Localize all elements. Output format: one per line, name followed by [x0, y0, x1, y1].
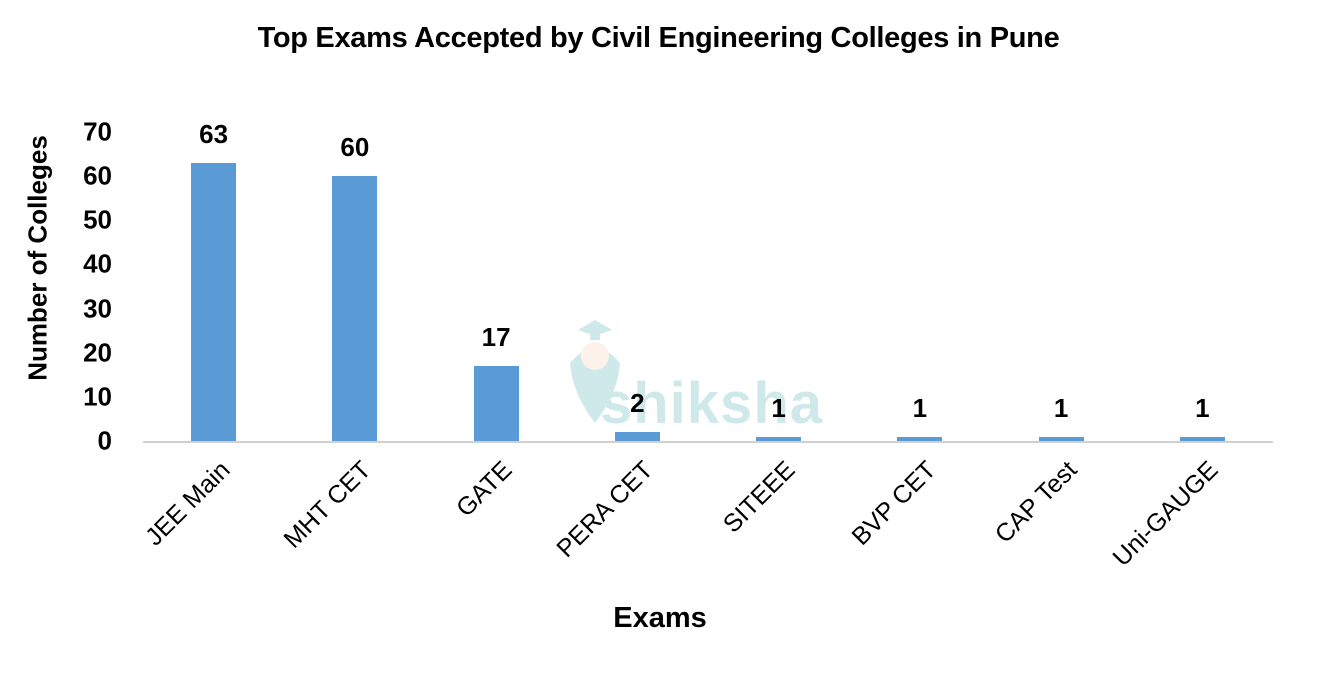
data-label: 60: [340, 132, 370, 163]
x-tick-label: GATE: [451, 455, 518, 523]
data-label: 17: [481, 321, 511, 352]
x-tick-label: Uni-GAUGE: [1107, 455, 1224, 572]
y-axis-label: Number of Colleges: [22, 135, 53, 381]
y-tick-label: 20: [83, 337, 112, 368]
y-tick-label: 40: [83, 248, 112, 279]
bar: [1179, 436, 1225, 441]
bar: [332, 176, 378, 441]
data-label: 2: [630, 388, 645, 419]
y-tick-label: 60: [83, 160, 112, 191]
bar: [614, 432, 660, 441]
x-tick-label: MHT CET: [278, 455, 377, 554]
bar: [473, 365, 519, 441]
chart-title: Top Exams Accepted by Civil Engineering …: [257, 22, 1060, 54]
x-tick-label: BVP CET: [846, 455, 942, 551]
y-tick-label: 0: [97, 425, 112, 456]
bar: [897, 436, 943, 441]
bar: [1038, 436, 1084, 441]
y-tick-label: 50: [83, 204, 112, 235]
y-tick-label: 10: [83, 381, 112, 412]
data-label: 1: [1053, 392, 1069, 423]
x-tick-label: SITEEE: [717, 455, 801, 539]
data-label: 1: [912, 392, 928, 423]
x-tick-label: PERA CET: [551, 455, 659, 563]
y-tick-label: 70: [83, 116, 112, 147]
bar: [756, 436, 802, 441]
data-label: 1: [1195, 392, 1210, 423]
x-axis-label: Exams: [613, 602, 707, 634]
x-tick-label: JEE Main: [139, 455, 236, 552]
bar: [191, 162, 237, 441]
data-label: 1: [771, 392, 786, 423]
x-tick-label: CAP Test: [989, 455, 1083, 549]
y-tick-label: 30: [83, 293, 112, 324]
data-label: 63: [199, 118, 229, 149]
x-axis-line: [143, 441, 1273, 443]
